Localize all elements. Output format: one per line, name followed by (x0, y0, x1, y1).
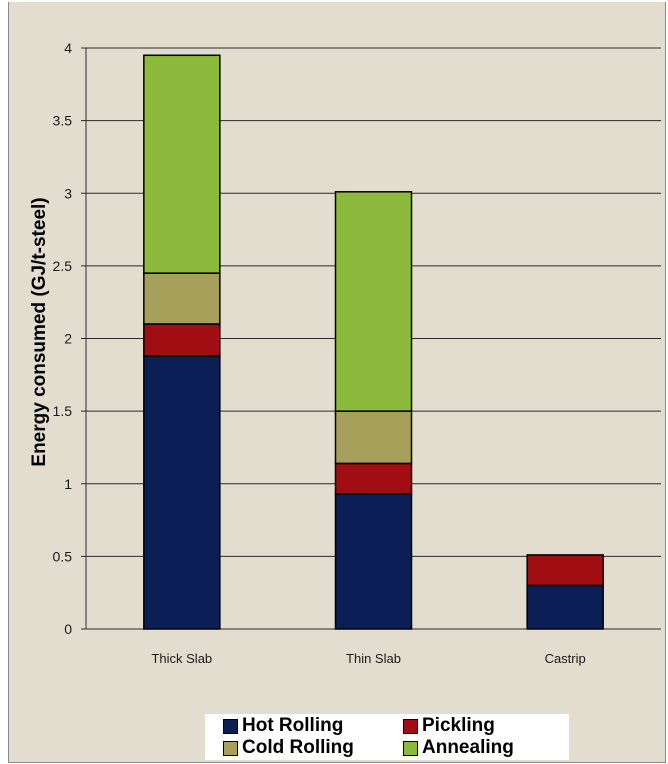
bar-segment-pickling (143, 323, 221, 357)
legend-label: Hot Rolling (242, 715, 344, 736)
y-tick-label: 1.5 (53, 403, 73, 419)
y-tick-label: 0.5 (53, 548, 73, 564)
legend-item: Hot Rolling (205, 715, 385, 737)
stacked-bar-chart: 0 0.5 1 1.5 2 2.5 3 3.5 4 Thick Slab Thin Slab Cas… (29, 40, 661, 666)
y-tick-label: 3.5 (53, 113, 73, 129)
legend: Hot Rolling Pickling Cold Rolling Annealing (205, 714, 569, 760)
legend-label: Pickling (422, 715, 495, 736)
bar-segment-annealing (334, 191, 413, 412)
x-tick-labels: Thick Slab Thin Slab Castrip (151, 651, 585, 666)
legend-label: Annealing (422, 737, 514, 758)
legend-label: Cold Rolling (242, 737, 354, 758)
legend-item: Pickling (385, 715, 569, 737)
bar-segment-cold-rolling (143, 272, 221, 325)
legend-swatch (223, 718, 238, 734)
legend-swatch (223, 740, 238, 756)
y-tick-label: 2 (64, 331, 72, 347)
bar-segment-cold-rolling (334, 410, 413, 465)
y-tick-label: 2.5 (53, 258, 73, 274)
legend-item: Annealing (385, 737, 569, 759)
legend-swatch (403, 718, 418, 734)
bar-segment-hot-rolling (143, 355, 221, 630)
y-tick-label: 1 (64, 476, 72, 492)
bar-segment-pickling (526, 554, 604, 587)
y-tick-label: 3 (64, 185, 72, 201)
y-tick-label: 0 (64, 621, 72, 637)
legend-swatch (403, 740, 418, 756)
bar-segment-hot-rolling (526, 584, 604, 630)
bar-segment-hot-rolling (334, 493, 413, 630)
bars (143, 54, 604, 630)
x-tick-label: Castrip (545, 651, 586, 666)
x-tick-label: Thick Slab (151, 651, 212, 666)
chart-frame: 0 0.5 1 1.5 2 2.5 3 3.5 4 Thick Slab Thin Slab Cas… (8, 2, 666, 763)
legend-item: Cold Rolling (205, 737, 385, 759)
y-axis-label: Energy consumed (GJ/t-steel) (29, 197, 50, 466)
y-tick-labels: 0 0.5 1 1.5 2 2.5 3 3.5 4 (53, 40, 73, 637)
bar-segment-pickling (334, 462, 413, 495)
bar-segment-annealing (143, 54, 221, 274)
x-tick-label: Thin Slab (346, 651, 401, 666)
y-tick-label: 4 (64, 40, 72, 56)
